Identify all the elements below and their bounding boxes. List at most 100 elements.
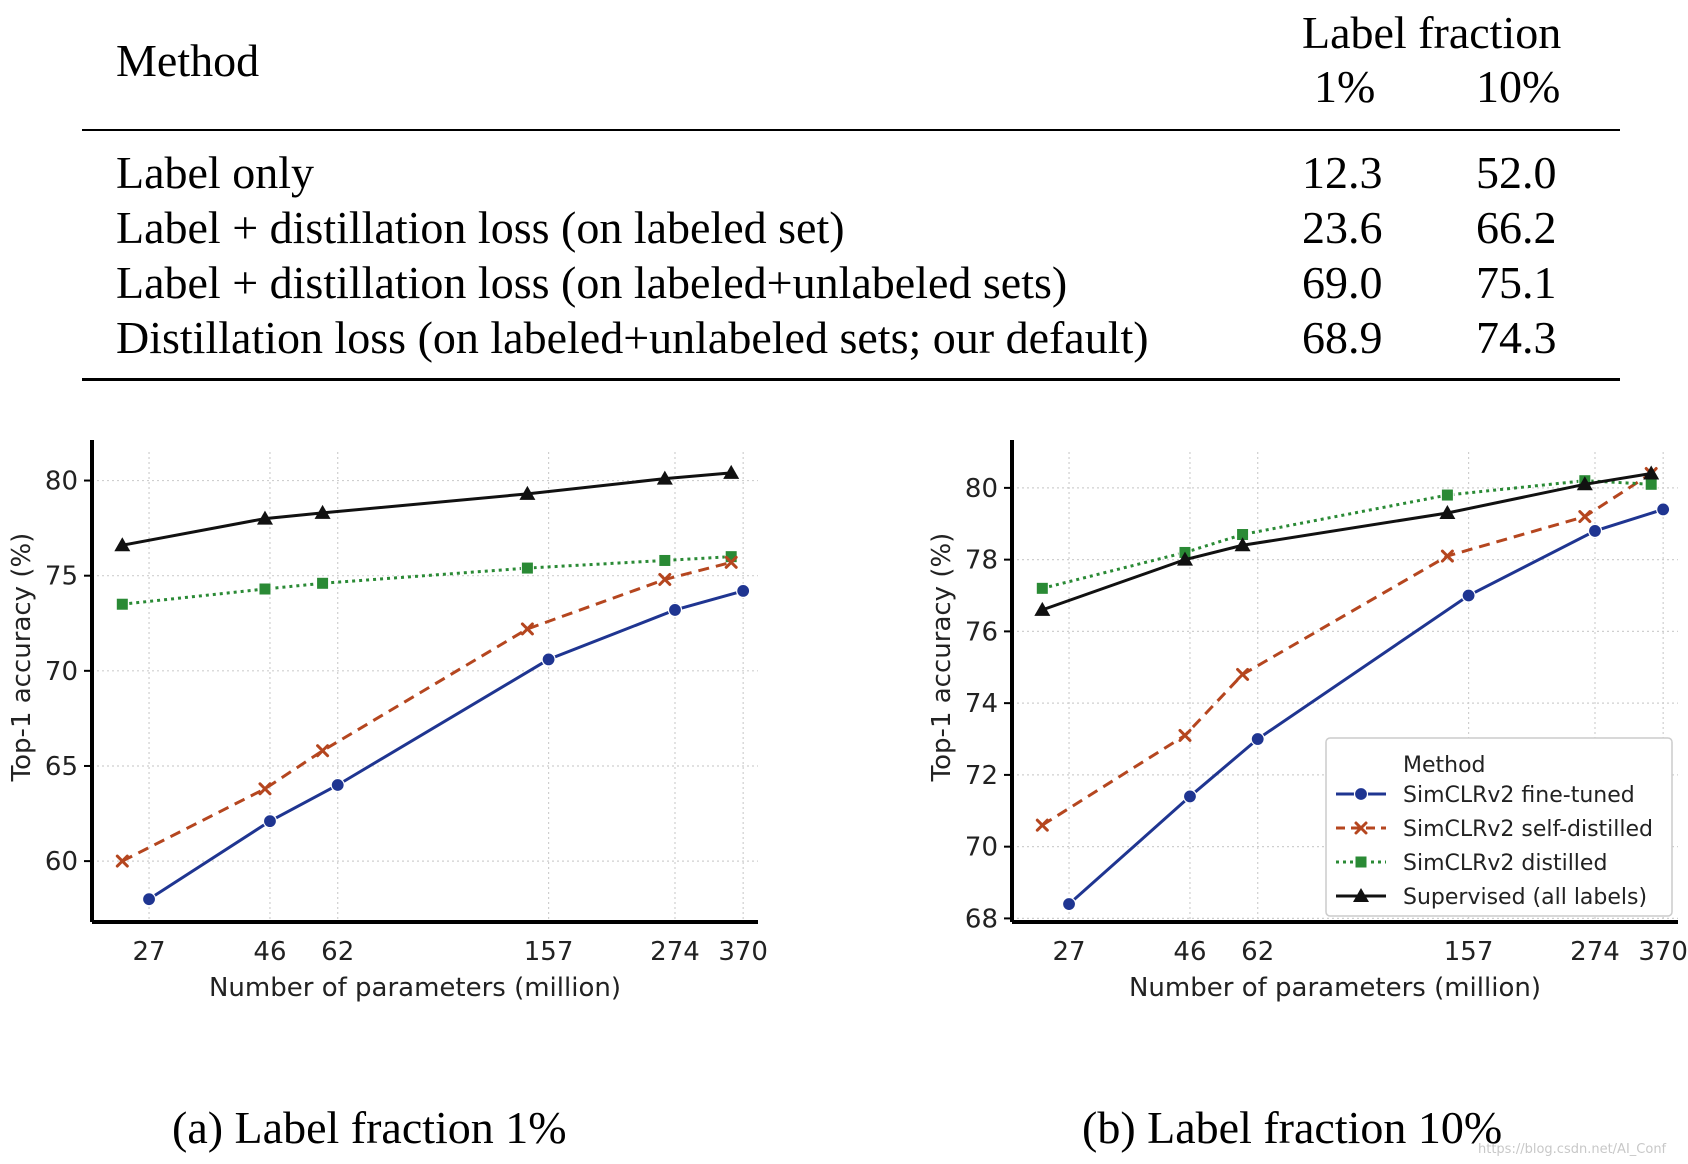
series-supervised-all-labels: [1034, 465, 1660, 616]
row-value-10pct: 74.3: [1476, 312, 1557, 363]
data-point: [656, 470, 673, 485]
x-tick-label: 46: [253, 937, 286, 967]
y-tick-label: 60: [45, 847, 78, 877]
data-point: [115, 597, 129, 611]
legend-title: Method: [1403, 753, 1486, 778]
data-point: [1182, 789, 1198, 804]
data-point: [1440, 488, 1454, 502]
y-tick-label: 70: [965, 833, 998, 863]
data-point: [1176, 551, 1193, 566]
data-point: [115, 854, 129, 868]
data-point: [314, 504, 331, 519]
chart-label-fraction-1pct: 27 46 62 157 274 370 60 65 70 75 80 Number of param…: [7, 440, 768, 1003]
data-point: [1035, 581, 1049, 595]
row-value-1pct: 69.0: [1302, 257, 1383, 308]
data-point: [316, 744, 330, 758]
data-point: [1035, 818, 1049, 832]
table-bottom-rule: [82, 378, 1620, 381]
y-tick-label: 80: [965, 474, 998, 504]
data-point: [1178, 728, 1192, 742]
caption-a: (a) Label fraction 1%: [172, 1102, 567, 1153]
data-point: [1439, 504, 1456, 519]
legend-entry: SimCLRv2 distilled: [1403, 851, 1607, 876]
x-tick-label: 370: [718, 937, 768, 967]
legend-box: [1325, 737, 1673, 917]
row-value-1pct: 12.3: [1302, 147, 1383, 198]
y-tick-label: 75: [45, 562, 78, 592]
data-point: [330, 777, 345, 793]
data-point: [1061, 896, 1077, 912]
series-supervised-all-labels: [114, 464, 740, 552]
data-point: [258, 582, 272, 596]
series-simclrv2-fine-tuned: [1061, 502, 1671, 912]
data-point: [1461, 588, 1476, 603]
data-point: [520, 561, 534, 575]
x-tick-label: 62: [1241, 937, 1274, 967]
row-value-10pct: 52.0: [1476, 147, 1557, 198]
data-point: [1250, 731, 1265, 747]
y-tick-label: 72: [965, 761, 998, 791]
data-point: [724, 555, 738, 569]
data-point: [541, 652, 556, 667]
data-point: [1643, 465, 1660, 480]
series-line: [121, 560, 732, 863]
data-point: [1034, 601, 1051, 616]
row-method: Label + distillation loss (on labeled+un…: [116, 257, 1068, 308]
legend-entry: Supervised (all labels): [1403, 885, 1647, 910]
data-point: [114, 537, 131, 552]
x-axis-label: Number of parameters (million): [1129, 973, 1541, 1003]
col-header-1pct: 1%: [1314, 61, 1376, 112]
y-axis-label: Top-1 accuracy (%): [7, 533, 37, 783]
legend-entry: SimCLRv2 self-distilled: [1403, 817, 1653, 842]
series-line: [1041, 472, 1652, 612]
data-point: [658, 553, 672, 567]
legend-marker: [1354, 821, 1368, 835]
method-header: Method: [116, 35, 260, 86]
data-point: [519, 485, 536, 500]
series-line: [1041, 479, 1652, 590]
y-tick-label: 65: [45, 752, 78, 782]
data-point: [316, 576, 330, 590]
x-tick-label: 46: [1173, 937, 1206, 967]
y-tick-label: 78: [965, 546, 998, 576]
data-point: [1440, 549, 1454, 563]
data-point: [262, 814, 278, 829]
watermark: https://blog.csdn.net/AI_Conf: [1478, 1142, 1667, 1157]
series-simclrv2-fine-tuned: [141, 583, 751, 907]
series-line: [122, 555, 732, 606]
y-tick-label: 74: [965, 689, 998, 719]
x-tick-label: 157: [524, 937, 574, 967]
chart-label-fraction-10pct: 27 46 62 157 274 370 68 70 72 74 76 78 80 Number of p…: [927, 440, 1688, 1003]
series-simclrv2-self-distilled: [115, 555, 738, 868]
x-tick-label: 62: [321, 937, 354, 967]
legend: Method SimCLRv2 fine-tuned SimCLRv2 self-d…: [1325, 737, 1673, 917]
x-tick-label: 274: [650, 937, 700, 967]
legend-marker: [1353, 888, 1369, 902]
caption-b: (b) Label fraction 10%: [1082, 1102, 1503, 1153]
series-line: [1041, 472, 1653, 827]
data-point: [1656, 502, 1671, 517]
data-point: [1578, 510, 1592, 524]
y-axis-label: Top-1 accuracy (%): [927, 533, 957, 783]
y-tick-label: 68: [965, 904, 998, 934]
legend-marker: [1354, 855, 1368, 869]
data-point: [258, 782, 272, 796]
results-table: Method Label fraction 1% 10% Label only …: [0, 0, 1688, 400]
row-value-10pct: 66.2: [1476, 202, 1557, 253]
row-value-10pct: 75.1: [1476, 257, 1557, 308]
data-point: [1587, 523, 1603, 539]
data-point: [1644, 477, 1658, 491]
y-tick-label: 70: [45, 657, 78, 687]
data-point: [256, 510, 273, 525]
legend-marker: [1353, 786, 1369, 802]
col-header-10pct: 10%: [1476, 61, 1561, 112]
data-point: [520, 622, 534, 636]
x-tick-label: 27: [132, 937, 165, 967]
series-line: [1068, 507, 1664, 906]
data-point: [1234, 537, 1251, 552]
data-point: [723, 464, 740, 479]
row-value-1pct: 68.9: [1302, 312, 1383, 363]
row-method: Distillation loss (on labeled+unlabeled …: [116, 312, 1149, 363]
data-point: [667, 602, 683, 618]
y-tick-label: 80: [45, 467, 78, 497]
